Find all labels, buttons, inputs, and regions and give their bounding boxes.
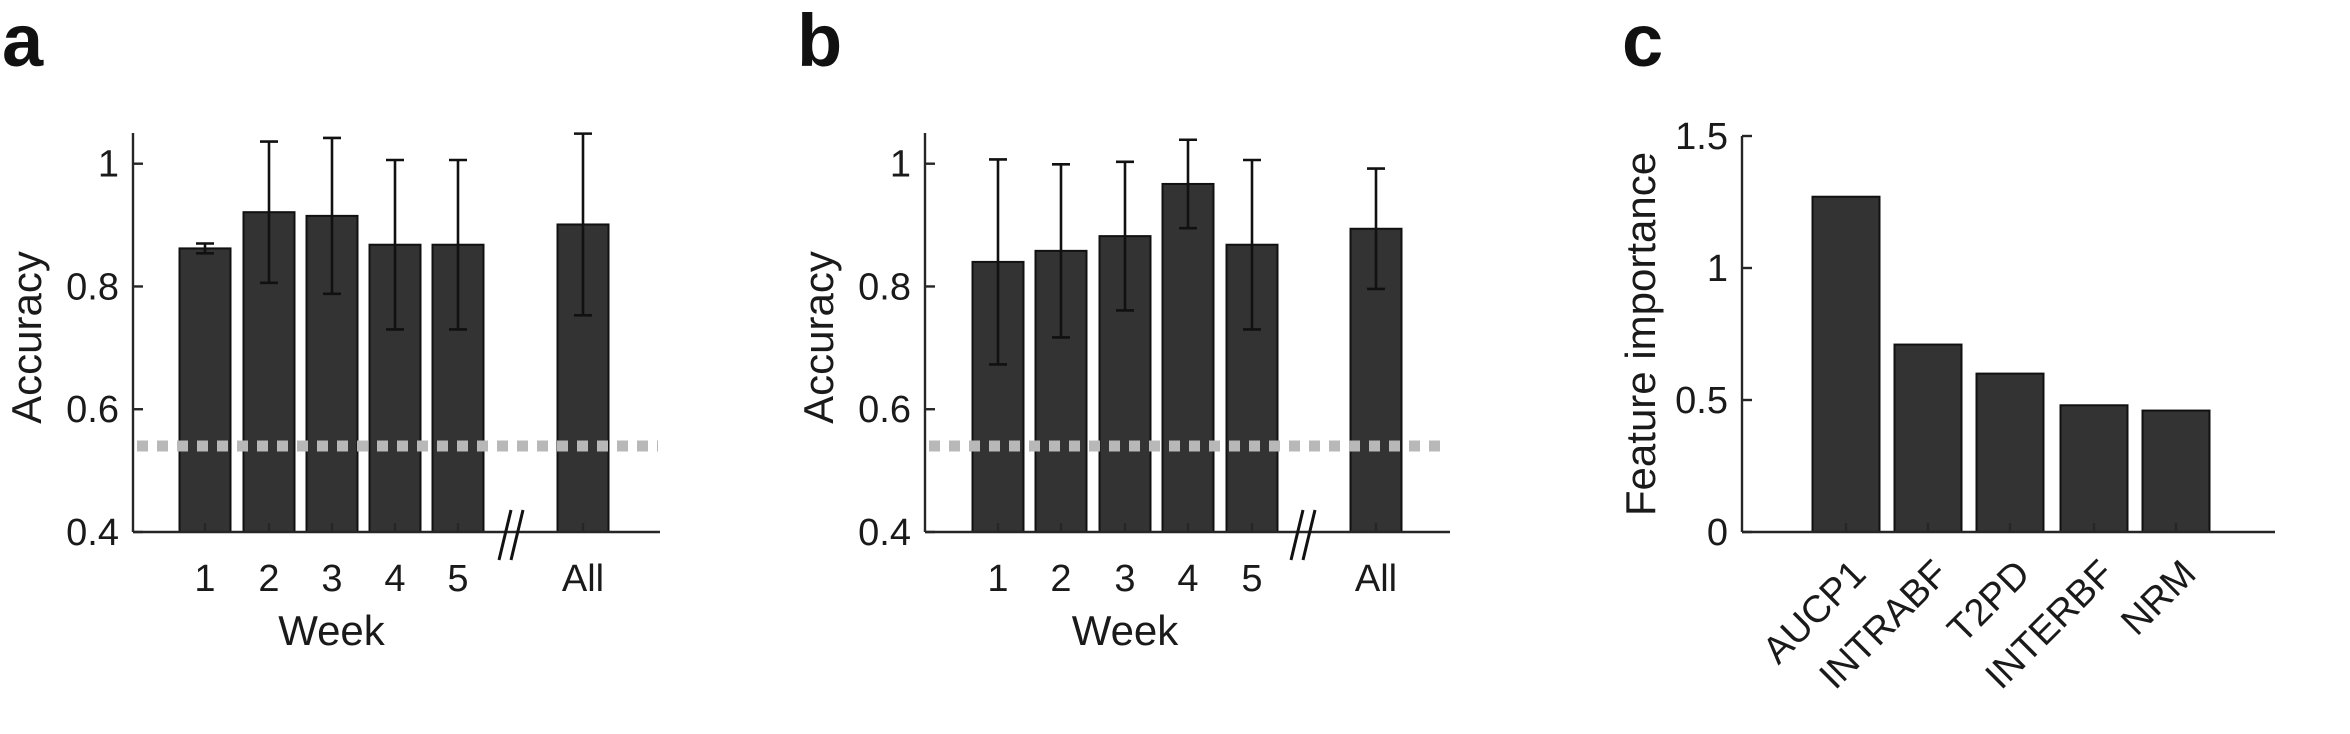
x-tick-label: 3	[321, 558, 342, 600]
y-tick-label: 1	[98, 144, 119, 186]
axis-break-marker	[1289, 509, 1317, 561]
x-axis-label: Week	[278, 607, 386, 654]
x-tick-label: 5	[447, 558, 468, 600]
x-tick-label: 5	[1241, 558, 1262, 600]
y-tick-label: 1.5	[1675, 116, 1728, 158]
bar	[2059, 404, 2129, 533]
panel-letter: a	[2, 0, 44, 82]
error-bar	[449, 158, 467, 331]
error-bar	[1179, 138, 1197, 230]
bar	[1811, 195, 1881, 533]
bar	[1975, 372, 2045, 533]
x-tick-label: 3	[1114, 558, 1135, 600]
panel-c: c00.511.5AUCP1INTRABFT2PDINTERBFNRMFeatu…	[1617, 0, 2275, 697]
bar	[178, 247, 232, 533]
x-tick-label: All	[1355, 558, 1397, 600]
x-tick-label: 2	[258, 558, 279, 600]
error-bar	[1116, 160, 1134, 312]
x-tick-label: NRM	[2113, 553, 2204, 644]
y-tick-label: 1	[1707, 248, 1728, 290]
y-tick-label: 0.6	[858, 389, 911, 431]
x-tick-label: All	[562, 558, 604, 600]
axis-break-marker	[497, 509, 525, 561]
error-bar	[1243, 158, 1261, 331]
y-tick-label: 0.8	[66, 266, 119, 308]
x-axis-label: Week	[1072, 607, 1180, 654]
error-bar	[1052, 163, 1070, 339]
x-tick-label: 2	[1050, 558, 1071, 600]
y-tick-label: 0.8	[858, 266, 911, 308]
panel-a: a 0.4 0.6 0.8 1 1 2 3 4 5 All Week Accuracy	[2, 0, 660, 654]
x-tick-label: 4	[384, 558, 405, 600]
axis-break-slash	[1289, 509, 1305, 561]
y-axis-label: Accuracy	[3, 251, 50, 424]
bar	[1161, 182, 1215, 534]
x-tick-label: 4	[1177, 558, 1198, 600]
error-bar	[196, 242, 214, 255]
y-axis-label: Feature importance	[1617, 152, 1664, 516]
panel-letter: b	[797, 0, 842, 82]
error-bar	[1367, 167, 1385, 291]
bar	[1893, 343, 1963, 533]
bar	[2141, 409, 2211, 533]
x-tick-label: 1	[987, 558, 1008, 600]
y-tick-label: 0.4	[66, 512, 119, 554]
axis-break-slash	[509, 509, 525, 561]
error-bar	[989, 158, 1007, 366]
axis-break-slash	[1301, 509, 1317, 561]
y-tick-label: 0.5	[1675, 380, 1728, 422]
error-bar	[386, 158, 404, 331]
y-axis-label: Accuracy	[795, 251, 842, 424]
error-bar	[574, 132, 592, 317]
y-tick-label: 0.6	[66, 389, 119, 431]
panel-letter: c	[1622, 0, 1663, 82]
y-tick-label: 0	[1707, 512, 1728, 554]
y-tick-label: 1	[890, 144, 911, 186]
error-bar	[323, 136, 341, 296]
y-tick-label: 0.4	[858, 512, 911, 554]
axis-break-slash	[497, 509, 513, 561]
x-tick-label: 1	[194, 558, 215, 600]
error-bar	[260, 140, 278, 285]
